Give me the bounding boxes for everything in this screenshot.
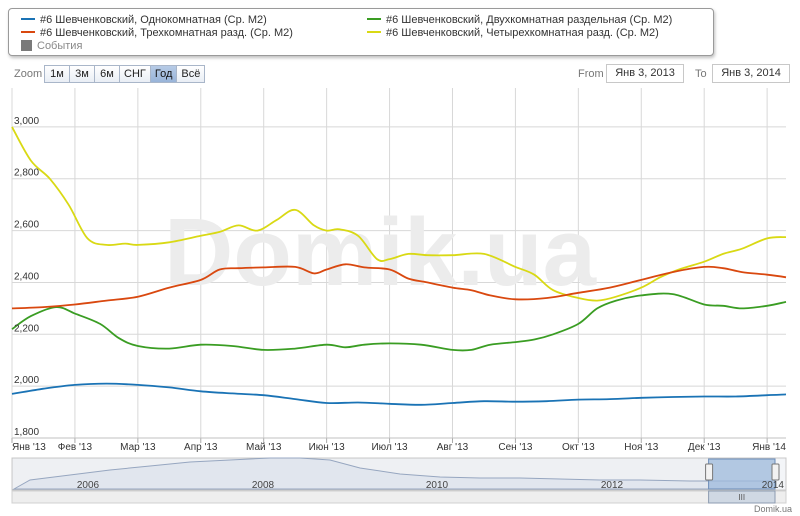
y-tick-label: 2,800 xyxy=(14,168,39,179)
navigator-year-label: 2008 xyxy=(252,480,275,491)
from-label: From xyxy=(578,68,604,80)
to-label: To xyxy=(695,68,707,80)
x-tick-label: Апр '13 xyxy=(184,442,218,453)
legend-label-3room: #6 Шевченковский, Трехкомнатная разд. (С… xyxy=(40,27,293,39)
y-tick-label: 3,000 xyxy=(14,116,39,127)
navigator-year-label: 2012 xyxy=(601,480,624,491)
series-line-3room[interactable] xyxy=(11,263,787,310)
events-square-icon xyxy=(21,39,32,51)
legend-swatch-4room xyxy=(367,31,381,34)
zoom-year-button[interactable]: Год xyxy=(149,65,178,83)
y-tick-label: 2,600 xyxy=(14,220,39,231)
x-tick-label: Июн '13 xyxy=(309,442,345,453)
legend-item-3room[interactable]: #6 Шевченковский, Трехкомнатная разд. (С… xyxy=(21,27,293,40)
series-layer xyxy=(11,126,787,406)
zoom-6m-button[interactable]: 6м xyxy=(94,65,120,83)
navigator-year-label: 2014 xyxy=(762,480,785,491)
navigator-right-handle[interactable] xyxy=(771,463,780,481)
x-tick-label: Окт '13 xyxy=(562,442,595,453)
x-tick-label: Янв '14 xyxy=(752,442,786,453)
navigator-year-label: 2010 xyxy=(426,480,449,491)
y-axis-labels: 1,800 2,000 2,200 2,400 2,600 2,800 3,000 xyxy=(14,116,39,438)
series-line-4room[interactable] xyxy=(11,126,787,302)
credit-label[interactable]: Domik.ua xyxy=(754,504,792,514)
legend-label-1room: #6 Шевченковский, Однокомнатная (Ср. М2) xyxy=(40,14,267,26)
legend-swatch-2room xyxy=(367,18,381,21)
legend-item-1room[interactable]: #6 Шевченковский, Однокомнатная (Ср. М2) xyxy=(21,14,267,27)
navigator[interactable]: 2006 2008 2010 2012 2014 xyxy=(11,457,787,491)
plot-background xyxy=(12,88,786,438)
scrollbar-track[interactable] xyxy=(11,490,787,504)
x-tick-label: Ноя '13 xyxy=(624,442,658,453)
series-line-1room[interactable] xyxy=(11,382,787,406)
zoom-all-button[interactable]: Всё xyxy=(176,65,206,83)
x-tick-label: Янв '13 xyxy=(12,442,46,453)
zoom-label: Zoom xyxy=(14,68,43,80)
x-tick-label: Фев '13 xyxy=(58,442,93,453)
legend-label-4room: #6 Шевченковский, Четырехкомнатная разд.… xyxy=(386,27,659,39)
navigator-year-labels: 2006 2008 2010 2012 2014 xyxy=(77,480,785,491)
zoom-button-group: 1м 3м 6м СНГ Год Всё xyxy=(44,65,206,83)
x-tick-label: Сен '13 xyxy=(498,442,533,453)
legend-item-4room[interactable]: #6 Шевченковский, Четырехкомнатная разд.… xyxy=(367,27,659,40)
y-tick-label: 2,000 xyxy=(14,375,39,386)
legend-swatch-3room xyxy=(21,31,35,34)
navigator-left-handle[interactable] xyxy=(705,463,714,481)
horizontal-scrollbar[interactable]: III xyxy=(11,490,787,504)
legend-item-events[interactable]: События xyxy=(21,39,83,53)
x-tick-label: Май '13 xyxy=(246,442,282,453)
y-tick-label: 2,400 xyxy=(14,271,39,282)
legend-label-events: События xyxy=(37,40,83,52)
zoom-ytd-button[interactable]: СНГ xyxy=(119,65,151,83)
series-line-2room[interactable] xyxy=(11,292,787,352)
legend-label-2room: #6 Шевченковский, Двухкомнатная раздельн… xyxy=(386,14,673,26)
navigator-year-label: 2006 xyxy=(77,480,100,491)
y-tick-label: 1,800 xyxy=(14,427,39,438)
x-grid xyxy=(11,88,768,443)
legend: #6 Шевченковский, Однокомнатная (Ср. М2)… xyxy=(8,8,714,56)
x-tick-label: Авг '13 xyxy=(437,442,469,453)
x-tick-label: Дек '13 xyxy=(688,442,721,453)
scrollbar-grip-icon: III xyxy=(738,493,745,502)
x-tick-label: Мар '13 xyxy=(120,442,156,453)
to-date-input[interactable]: Янв 3, 2014 xyxy=(712,64,790,83)
y-tick-label: 2,200 xyxy=(14,323,39,334)
x-tick-label: Июл '13 xyxy=(371,442,408,453)
from-date-input[interactable]: Янв 3, 2013 xyxy=(606,64,684,83)
watermark: Domik.ua xyxy=(164,199,597,306)
legend-item-2room[interactable]: #6 Шевченковский, Двухкомнатная раздельн… xyxy=(367,14,672,27)
navigator-area xyxy=(12,457,773,490)
scrollbar-thumb[interactable] xyxy=(708,490,776,504)
x-axis-labels: Янв '13 Фев '13 Мар '13 Апр '13 Май '13 Июн '… xyxy=(12,442,786,453)
legend-swatch-1room xyxy=(21,18,35,21)
